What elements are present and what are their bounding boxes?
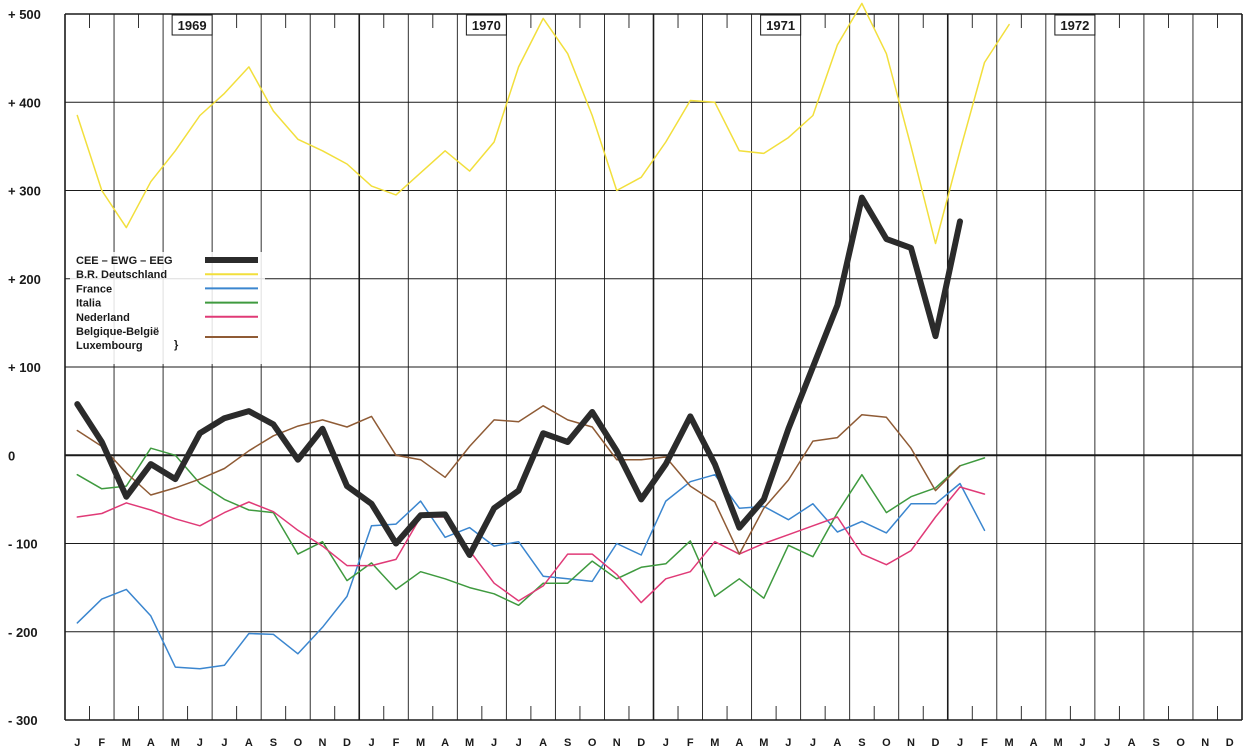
x-tick-label: A — [735, 737, 743, 749]
legend-label: CEE – EWG – EEG — [76, 255, 173, 267]
series-line-0 — [74, 194, 963, 558]
x-tick-label: A — [1030, 737, 1038, 749]
y-tick-label: - 300 — [8, 713, 38, 728]
year-box — [760, 14, 802, 36]
year-box — [465, 14, 507, 36]
x-tick-label: F — [98, 737, 105, 749]
x-tick-label: N — [1201, 737, 1209, 749]
x-tick-label: J — [1080, 737, 1086, 749]
year-label: 1971 — [766, 18, 795, 33]
y-tick-label: 0 — [8, 448, 15, 463]
x-tick-label: S — [858, 737, 865, 749]
series-line-1 — [76, 2, 1010, 245]
y-tick-label: - 100 — [8, 537, 38, 552]
x-tick-label: A — [245, 737, 253, 749]
x-tick-label: A — [539, 737, 547, 749]
series-line-5 — [76, 405, 961, 555]
x-tick-label: S — [1153, 737, 1160, 749]
year-label: 1970 — [472, 18, 501, 33]
x-tick-label: J — [197, 737, 203, 749]
legend-label: France — [76, 283, 112, 295]
y-tick-label: + 200 — [8, 272, 41, 287]
x-tick-label: D — [343, 737, 351, 749]
x-tick-label: F — [981, 737, 988, 749]
y-tick-label: + 400 — [8, 95, 41, 110]
x-tick-label: D — [1226, 737, 1234, 749]
y-tick-label: - 200 — [8, 625, 38, 640]
x-tick-label: S — [270, 737, 277, 749]
series — [74, 2, 1010, 670]
x-tick-label: M — [465, 737, 474, 749]
x-tick-label: J — [957, 737, 963, 749]
axes: + 500 + 400 + 300 + 200 + 100 0 - 100 - 200 - 30… — [8, 7, 1234, 749]
x-tick-label: N — [613, 737, 621, 749]
y-tick-label: + 500 — [8, 7, 41, 22]
year-box — [1054, 14, 1096, 36]
x-tick-label: S — [564, 737, 571, 749]
x-tick-label: O — [1176, 737, 1185, 749]
x-tick-label: J — [368, 737, 374, 749]
legend-label: Italia — [76, 298, 102, 310]
x-tick-label: J — [516, 737, 522, 749]
x-tick-label: O — [882, 737, 891, 749]
x-tick-label: M — [416, 737, 425, 749]
legend-label: B.R. Deutschland — [76, 269, 167, 281]
x-tick-label: A — [441, 737, 449, 749]
y-tick-label: + 100 — [8, 360, 41, 375]
x-tick-label: N — [318, 737, 326, 749]
x-tick-label: A — [147, 737, 155, 749]
x-tick-label: O — [588, 737, 597, 749]
x-tick-label: J — [74, 737, 80, 749]
x-tick-label: D — [932, 737, 940, 749]
x-tick-label: M — [759, 737, 768, 749]
year-label: 1969 — [178, 18, 207, 33]
legend-background — [70, 252, 265, 364]
year-label: 1972 — [1060, 18, 1089, 33]
legend-label: Luxembourg — [76, 340, 143, 352]
grid — [64, 13, 1243, 721]
x-tick-label: M — [122, 737, 131, 749]
x-tick-label: J — [1104, 737, 1110, 749]
x-tick-label: M — [1054, 737, 1063, 749]
x-tick-label: M — [710, 737, 719, 749]
x-tick-label: A — [1128, 737, 1136, 749]
x-tick-label: J — [221, 737, 227, 749]
x-tick-label: F — [687, 737, 694, 749]
x-tick-label: D — [637, 737, 645, 749]
legend-label: Nederland — [76, 312, 130, 324]
legend-label: Belgique-België — [76, 326, 159, 338]
x-tick-label: J — [663, 737, 669, 749]
x-tick-label: N — [907, 737, 915, 749]
x-tick-label: J — [810, 737, 816, 749]
legend-brace: } — [174, 339, 179, 351]
x-tick-label: O — [294, 737, 303, 749]
year-box — [171, 14, 213, 36]
x-tick-label: A — [833, 737, 841, 749]
series-line-4 — [76, 486, 986, 604]
x-tick-label: F — [393, 737, 400, 749]
legend: CEE – EWG – EEG B.R. Deutschland France Ita… — [70, 252, 265, 364]
y-tick-label: + 300 — [8, 184, 41, 199]
x-tick-label: M — [171, 737, 180, 749]
series-line-2 — [76, 473, 986, 670]
x-tick-label: J — [491, 737, 497, 749]
x-tick-label: M — [1004, 737, 1013, 749]
x-tick-label: J — [785, 737, 791, 749]
